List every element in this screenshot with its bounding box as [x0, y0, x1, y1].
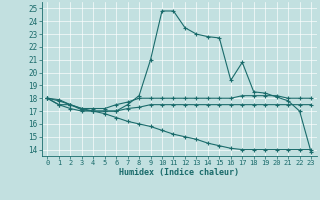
- X-axis label: Humidex (Indice chaleur): Humidex (Indice chaleur): [119, 168, 239, 177]
